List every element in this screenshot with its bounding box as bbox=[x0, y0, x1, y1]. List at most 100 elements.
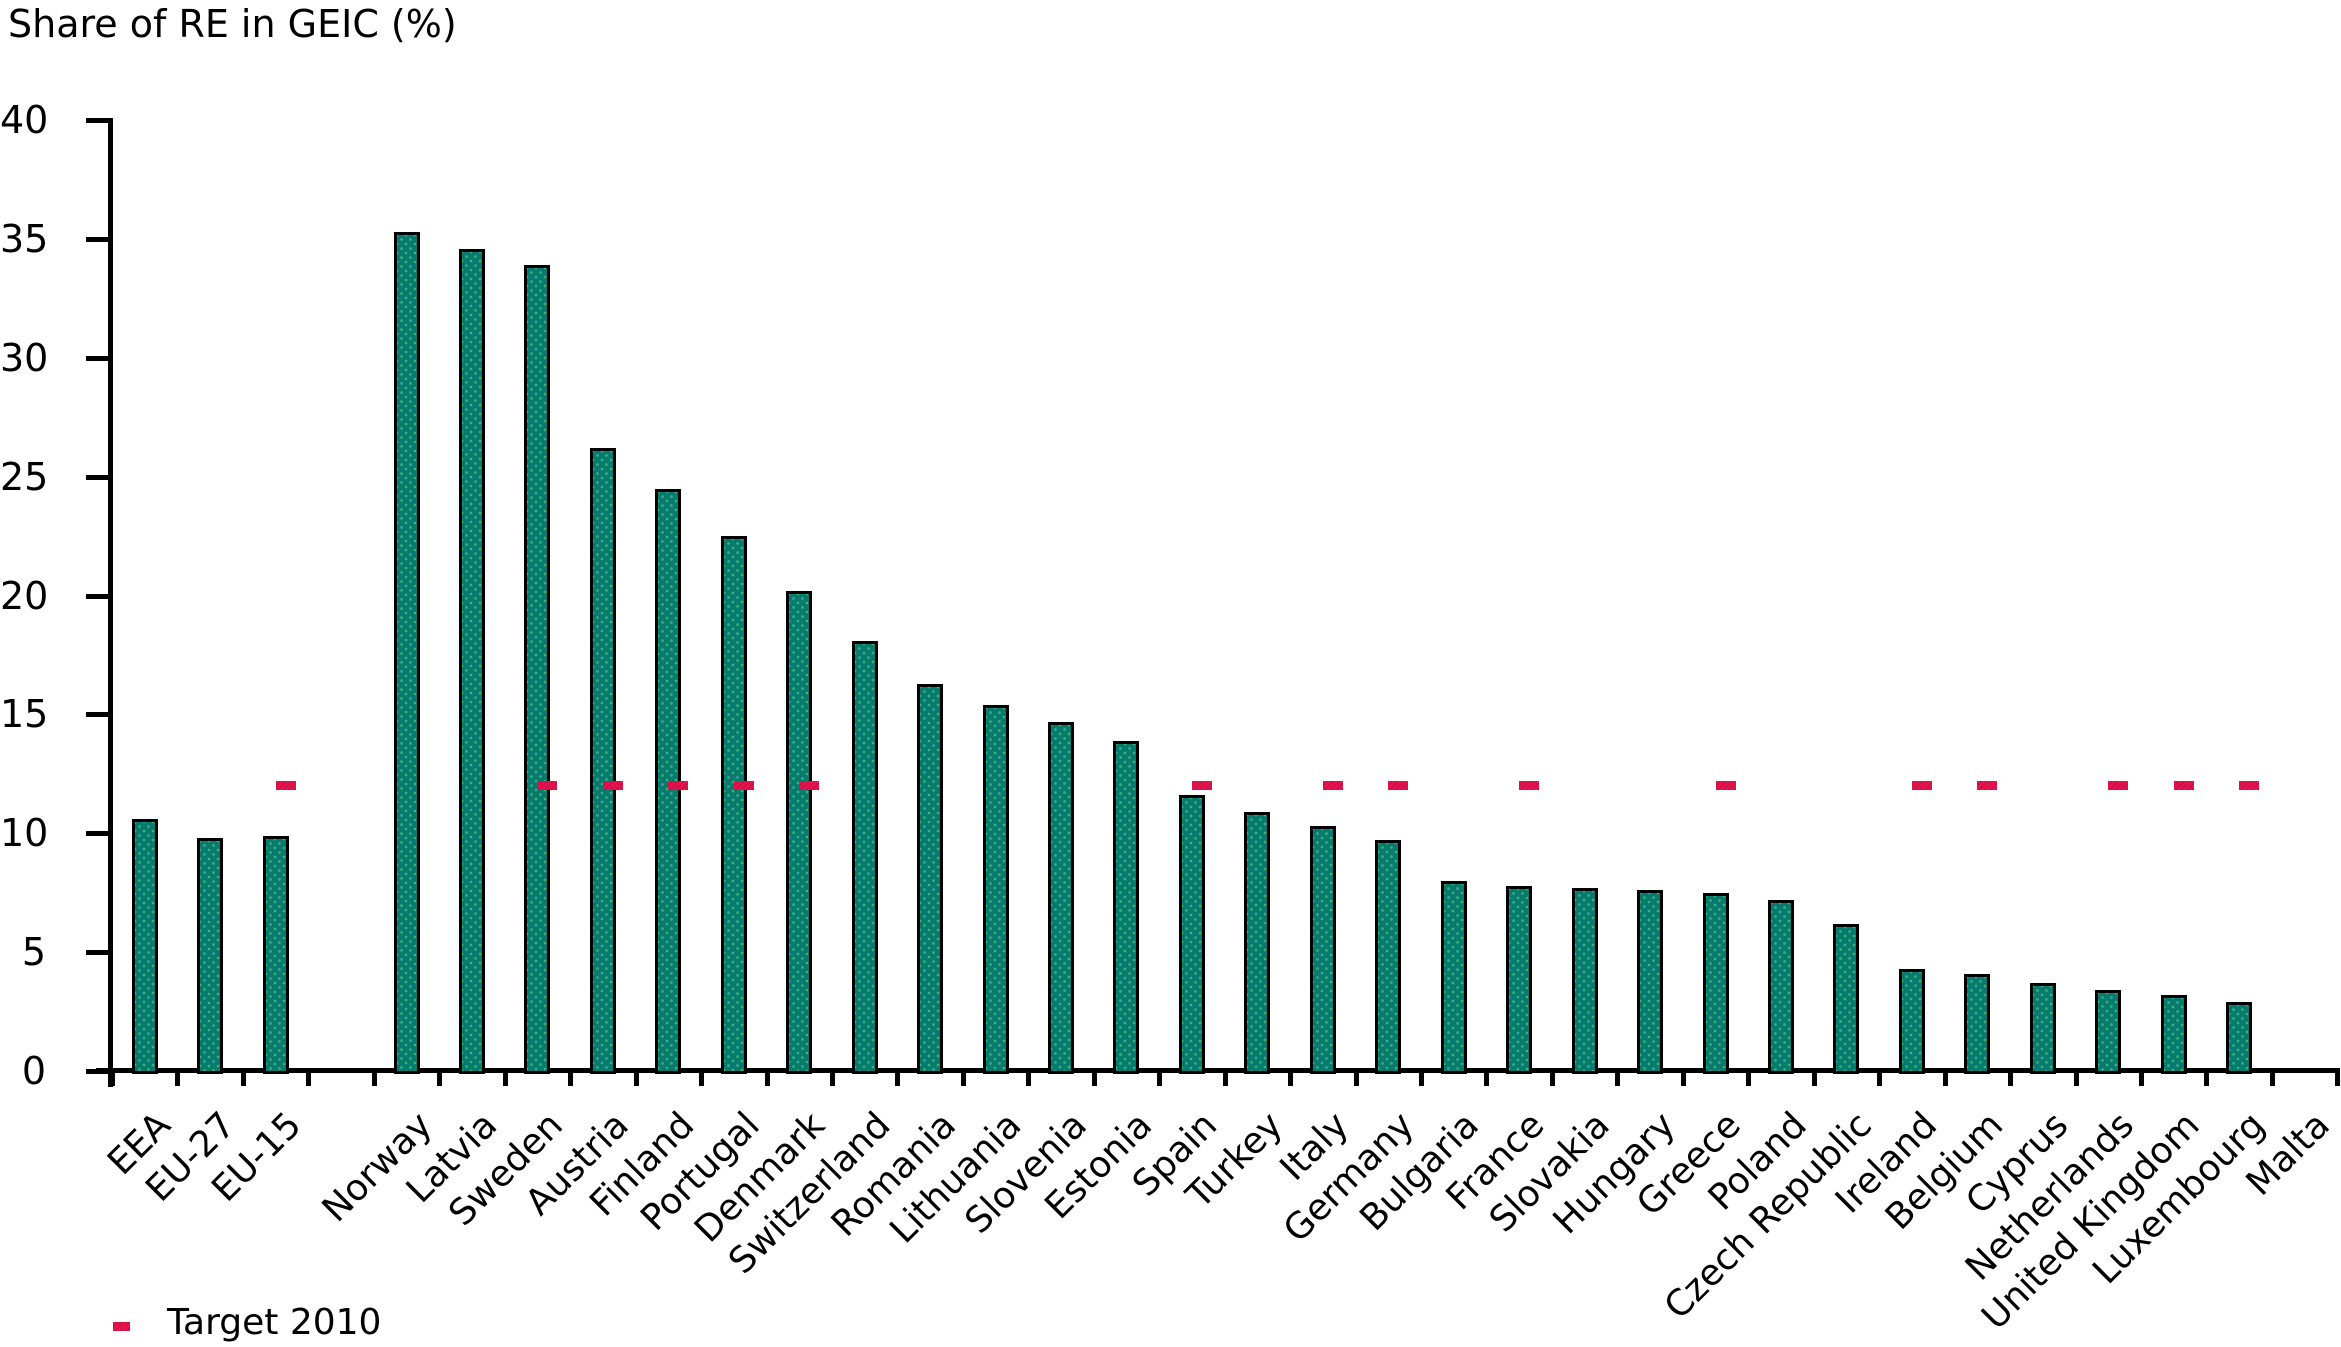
x-axis-line bbox=[96, 1068, 2341, 1073]
x-tick bbox=[1288, 1073, 1294, 1086]
y-axis-line bbox=[108, 118, 113, 1087]
bar-Bulgaria bbox=[1440, 880, 1467, 1074]
x-tick bbox=[2335, 1073, 2341, 1086]
bar-Greece bbox=[1702, 892, 1729, 1074]
target-dash-Spain bbox=[1191, 781, 1212, 791]
target-dash-Finland bbox=[668, 781, 689, 791]
y-tick-label-35: 35 bbox=[0, 217, 49, 262]
bar-Cyprus bbox=[2029, 983, 2056, 1074]
target-dash-Sweden bbox=[537, 781, 558, 791]
bar-EU-27 bbox=[197, 838, 224, 1074]
x-tick bbox=[1942, 1073, 1948, 1086]
bar-EU-15 bbox=[262, 835, 289, 1074]
x-tick bbox=[2138, 1073, 2144, 1086]
x-tick bbox=[371, 1073, 377, 1086]
bar-Poland bbox=[1767, 899, 1794, 1074]
x-tick bbox=[829, 1073, 835, 1086]
bar-France bbox=[1506, 885, 1533, 1074]
bar-Netherlands bbox=[2095, 990, 2122, 1074]
y-tick-40 bbox=[86, 118, 110, 124]
bar-Austria bbox=[589, 448, 616, 1074]
bar-Slovenia bbox=[1048, 721, 1075, 1074]
y-tick-0 bbox=[86, 1069, 110, 1074]
target-dash-Netherlands bbox=[2108, 781, 2129, 791]
legend-target-label: Target 2010 bbox=[167, 1302, 382, 1343]
x-tick bbox=[764, 1073, 770, 1086]
x-tick bbox=[2204, 1073, 2210, 1086]
bar-Norway bbox=[393, 231, 420, 1074]
y-tick-label-5: 5 bbox=[21, 930, 46, 975]
x-tick bbox=[699, 1073, 705, 1086]
y-tick-label-0: 0 bbox=[21, 1049, 46, 1093]
target-dash-Austria bbox=[602, 781, 623, 791]
y-tick-5 bbox=[86, 950, 110, 956]
bar-Latvia bbox=[458, 248, 485, 1074]
bar-Romania bbox=[917, 683, 944, 1074]
x-tick bbox=[1746, 1073, 1752, 1086]
y-tick-15 bbox=[86, 712, 110, 718]
x-tick bbox=[110, 1073, 115, 1086]
x-tick bbox=[568, 1073, 574, 1086]
x-tick bbox=[895, 1073, 901, 1086]
target-dash-Luxembourg bbox=[2239, 781, 2260, 791]
x-tick bbox=[1222, 1073, 1228, 1086]
y-tick-label-15: 15 bbox=[0, 692, 49, 737]
bar-Estonia bbox=[1113, 740, 1140, 1074]
bar-EEA bbox=[131, 819, 158, 1074]
legend-target-dash-icon bbox=[113, 1322, 130, 1331]
bar-Switzerland bbox=[851, 640, 878, 1074]
x-tick bbox=[960, 1073, 966, 1086]
target-dash-France bbox=[1519, 781, 1540, 791]
y-tick-10 bbox=[86, 831, 110, 837]
bar-United Kingdom bbox=[2160, 994, 2187, 1074]
target-dash-United Kingdom bbox=[2173, 781, 2194, 791]
x-tick bbox=[1877, 1073, 1883, 1086]
bar-Spain bbox=[1178, 795, 1205, 1074]
x-tick bbox=[175, 1073, 181, 1086]
y-tick-label-30: 30 bbox=[0, 335, 49, 380]
bar-Italy bbox=[1309, 826, 1336, 1074]
target-dash-Denmark bbox=[799, 781, 820, 791]
x-tick bbox=[240, 1073, 246, 1086]
bar-Belgium bbox=[1964, 973, 1991, 1074]
x-tick bbox=[2073, 1073, 2079, 1086]
bar-Lithuania bbox=[982, 704, 1009, 1074]
bar-Portugal bbox=[720, 536, 747, 1074]
target-dash-Germany bbox=[1388, 781, 1409, 791]
target-dash-Belgium bbox=[1977, 781, 1998, 791]
y-tick-25 bbox=[86, 474, 110, 480]
bar-Germany bbox=[1375, 840, 1402, 1074]
y-tick-20 bbox=[86, 593, 110, 599]
x-tick bbox=[306, 1073, 312, 1086]
target-dash-EU-15 bbox=[275, 781, 296, 791]
x-tick bbox=[1680, 1073, 1686, 1086]
target-dash-Italy bbox=[1322, 781, 1343, 791]
bar-Slovakia bbox=[1571, 887, 1598, 1074]
x-tick bbox=[1811, 1073, 1817, 1086]
bar-Czech Republic bbox=[1833, 923, 1860, 1074]
y-tick-label-20: 20 bbox=[0, 573, 49, 618]
x-tick bbox=[1091, 1073, 1097, 1086]
bar-Sweden bbox=[524, 265, 551, 1074]
target-dash-Portugal bbox=[733, 781, 754, 791]
x-tick bbox=[633, 1073, 639, 1086]
target-dash-Ireland bbox=[1911, 781, 1932, 791]
x-tick bbox=[502, 1073, 508, 1086]
chart-title: Share of RE in GEIC (%) bbox=[8, 2, 457, 46]
bar-Luxembourg bbox=[2226, 1002, 2253, 1074]
target-dash-Greece bbox=[1715, 781, 1736, 791]
bar-Denmark bbox=[786, 590, 813, 1074]
x-tick bbox=[437, 1073, 443, 1086]
y-tick-35 bbox=[86, 237, 110, 243]
x-tick bbox=[1026, 1073, 1032, 1086]
y-tick-label-10: 10 bbox=[0, 811, 49, 856]
bar-Ireland bbox=[1898, 968, 1925, 1074]
x-tick bbox=[1157, 1073, 1163, 1086]
x-tick bbox=[1353, 1073, 1359, 1086]
bar-Turkey bbox=[1244, 811, 1271, 1074]
x-tick bbox=[2008, 1073, 2014, 1086]
x-tick bbox=[2269, 1073, 2275, 1086]
y-tick-label-40: 40 bbox=[0, 98, 49, 143]
x-tick bbox=[1549, 1073, 1555, 1086]
